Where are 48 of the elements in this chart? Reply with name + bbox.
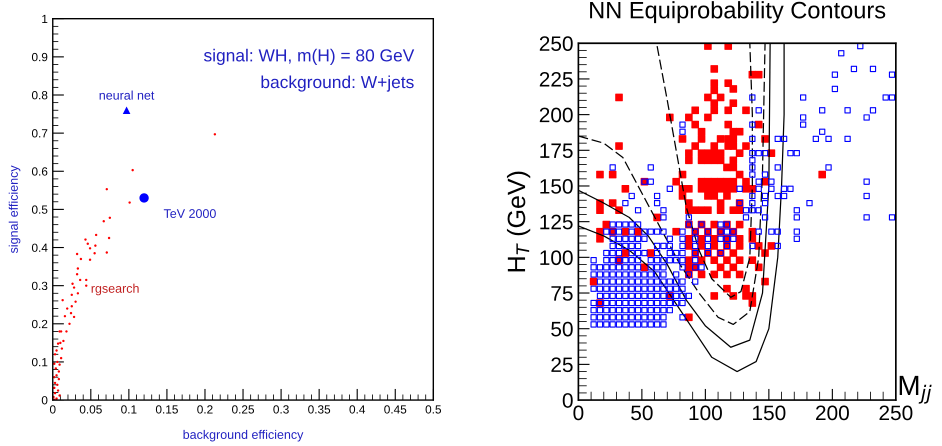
y-tick-label: 0.3 [32, 282, 48, 290]
x-tick-label: 0.25 [232, 405, 254, 414]
y-tick-label: 125 [540, 214, 573, 230]
x-tick-label: 0.1 [121, 405, 136, 414]
annotation: background: W+jets [262, 75, 414, 92]
y-axis-title: H$_{T}$ (GeV) [506, 172, 530, 272]
x-tick-label: 0.45 [384, 405, 406, 414]
x-axis-title: background efficiency [184, 430, 304, 442]
y-axis-title: signal efficiency [8, 165, 20, 254]
y-tick-label: 0.7 [32, 129, 48, 138]
x-axis-title: M$_{jj}$ [900, 376, 932, 404]
annotation: rgsearch [92, 284, 139, 296]
x-tick-label: 0.5 [426, 405, 442, 414]
x-tick-label: 0.4 [349, 405, 366, 414]
y-tick-label: 25 [551, 357, 573, 372]
y-tick-label: 0.9 [32, 52, 48, 62]
annotation: TeV 2000 [164, 209, 216, 218]
y-tick-label: 0.8 [32, 91, 48, 100]
y-tick-label: 200 [540, 108, 573, 122]
x-tick-label: 150 [753, 405, 786, 420]
x-tick-label: 50 [631, 405, 653, 420]
annotation: signal: WH, m(H) = 80 GeV [204, 48, 414, 65]
y-tick-label: 0.5 [32, 205, 48, 214]
x-tick-label: 0.35 [308, 405, 330, 414]
x-tick-label: 0.3 [273, 405, 289, 414]
x-tick-label: 0 [50, 405, 56, 414]
y-tick-label: 0.4 [32, 244, 48, 252]
y-tick-label: 0 [42, 396, 48, 404]
y-tick-label: 50 [551, 322, 573, 336]
y-tick-label: 175 [540, 144, 573, 158]
y-tick-label: 100 [540, 250, 573, 266]
x-tick-label: 0 [573, 405, 584, 420]
annotation: neural net [100, 90, 154, 100]
y-tick-label: 250 [540, 36, 573, 52]
y-tick-label: 0.2 [32, 320, 48, 328]
x-tick-label: 0.2 [197, 405, 213, 414]
y-tick-label: 1 [42, 14, 48, 24]
x-tick-label: 250 [880, 405, 912, 420]
x-tick-label: 0.15 [156, 405, 178, 414]
chart-title: NN Equiprobability Contours [590, 1, 886, 24]
y-tick-label: 75 [551, 286, 573, 301]
y-tick-label: 0.1 [32, 358, 48, 366]
x-tick-label: 200 [816, 405, 849, 420]
y-tick-label: 0.6 [32, 167, 48, 176]
y-tick-label: 225 [540, 72, 573, 87]
x-tick-label: 100 [690, 405, 722, 420]
x-tick-label: 0.05 [80, 405, 102, 414]
y-tick-label: 150 [540, 178, 573, 194]
